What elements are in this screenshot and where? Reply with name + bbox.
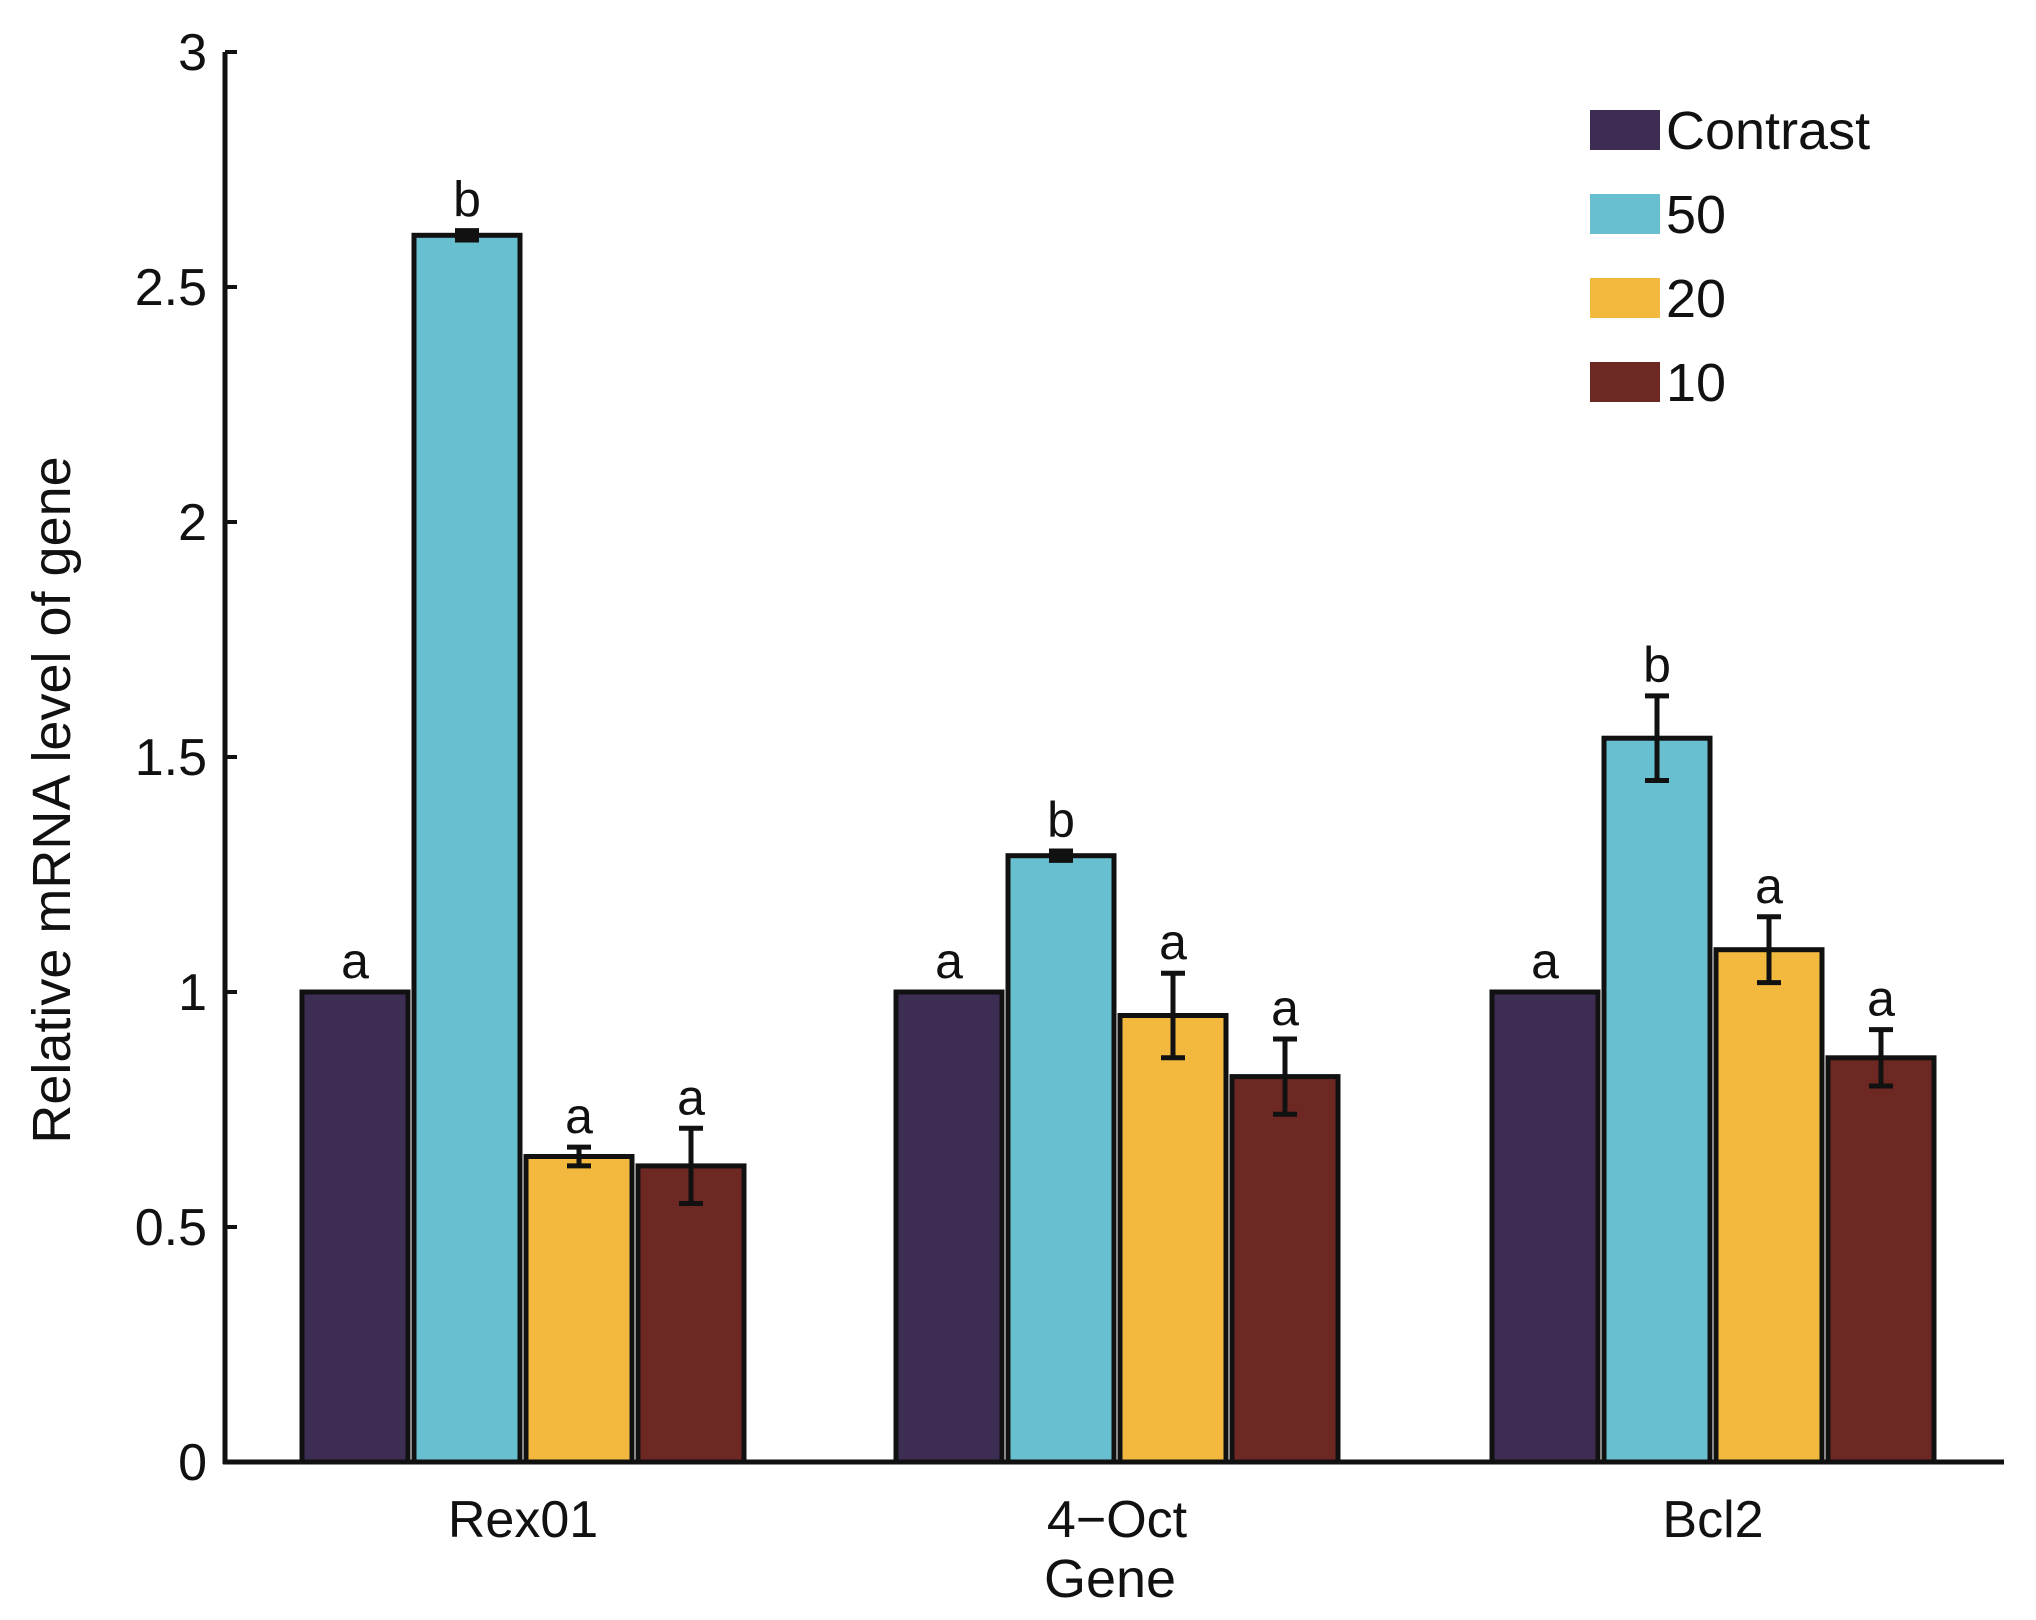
significance-label: a [1867,971,1895,1027]
legend-label: 20 [1666,269,1726,329]
bar-contrast-1 [299,989,411,1465]
bar-10-3 [1825,1055,1937,1465]
error-bar-20-1 [567,1144,591,1169]
significance-labels-layer: a b a a a b a a a b a a [341,172,1895,1144]
significance-label: a [1159,914,1187,970]
significance-label: b [453,172,481,228]
legend-label: 50 [1666,185,1726,245]
bar-contrast-2 [893,989,1005,1465]
error-bar-20-3 [1757,914,1781,986]
significance-label: a [1531,933,1559,989]
bars-layer [299,232,1937,1465]
x-tick-label: 4−Oct [1047,1491,1188,1549]
legend-item: Contrast [1590,101,1870,161]
bar-50-1 [411,232,523,1465]
error-bar-20-2 [1161,970,1185,1061]
legend-swatch [1590,194,1660,234]
legend-item: 50 [1590,185,1726,245]
significance-label: a [1271,980,1299,1036]
error-bar-10-2 [1273,1036,1297,1117]
legend-item: 10 [1590,353,1726,413]
bar-10-1 [635,1163,747,1465]
legend-swatch [1590,278,1660,318]
legend-label: 10 [1666,353,1726,413]
bar-20-2 [1117,1013,1229,1465]
legend-swatch [1590,362,1660,402]
bar-20-3 [1713,947,1825,1465]
significance-label: a [935,933,963,989]
axes-layer: 0 0.5 1 1.5 2 2.5 3 Rex01 4−Oct Bcl2 [135,24,2004,1549]
x-axis-title: Gene [1044,1549,1176,1609]
significance-label: a [341,933,369,989]
y-tick-label: 0 [178,1434,207,1492]
error-bar-50-1 [455,228,479,243]
legend-swatch [1590,110,1660,150]
y-tick-label: 0.5 [135,1199,207,1257]
legend-label: Contrast [1666,101,1870,161]
legend-item: 20 [1590,269,1726,329]
significance-label: b [1047,792,1075,848]
legend: Contrast 50 20 10 [1590,101,1870,413]
significance-label: a [677,1069,705,1125]
y-tick-label: 2 [178,494,207,552]
error-bar-10-3 [1869,1027,1893,1089]
error-bar-10-1 [679,1125,703,1206]
bar-contrast-3 [1489,989,1601,1465]
bar-50-2 [1005,853,1117,1465]
y-tick-label: 1 [178,964,207,1022]
error-bars-layer [343,228,1893,1206]
error-bar-50-2 [1049,848,1073,863]
significance-label: b [1643,637,1671,693]
bar-20-1 [523,1154,635,1465]
y-tick-label: 2.5 [135,259,207,317]
significance-label: a [565,1088,593,1144]
x-tick-label: Bcl2 [1662,1491,1763,1549]
y-axis-title: Relative mRNA level of gene [22,456,82,1143]
bar-10-2 [1229,1074,1341,1465]
x-tick-label: Rex01 [448,1491,598,1549]
y-tick-label: 1.5 [135,729,207,787]
error-bar-50-3 [1645,693,1669,783]
significance-label: a [1755,858,1783,914]
y-tick-label: 3 [178,24,207,82]
bar-50-3 [1601,735,1713,1465]
